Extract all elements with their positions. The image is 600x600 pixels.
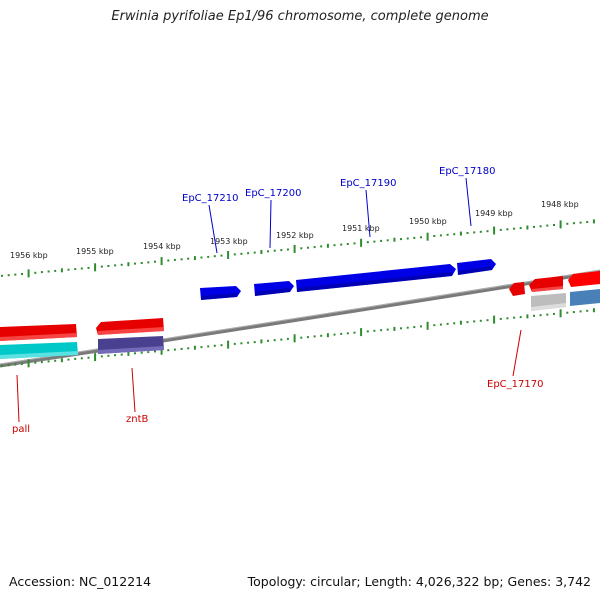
leader-lines	[16, 177, 522, 423]
gene-unlabeled-cyan[interactable]	[0, 342, 78, 359]
gene-EpC_17180[interactable]	[457, 259, 496, 275]
gene-label-pall[interactable]: pall	[12, 424, 30, 435]
gene-unlabeled-red-edge[interactable]	[568, 271, 600, 287]
scale-label: 1949 kbp	[475, 209, 513, 218]
scale-label: 1955 kbp	[76, 247, 114, 256]
gene-label-EpC_17190[interactable]: EpC_17190	[340, 178, 396, 189]
gene-EpC_17170[interactable]	[509, 282, 525, 296]
gene-unlabeled-red[interactable]	[529, 276, 563, 292]
gene-label-EpC_17170[interactable]: EpC_17170	[487, 379, 543, 390]
scale-label: 1951 kbp	[342, 224, 380, 233]
gene-pall[interactable]	[0, 324, 77, 341]
upper-tick-track	[1, 219, 595, 278]
genome-summary-text: Topology: circular; Length: 4,026,322 bp…	[247, 574, 591, 589]
gene-EpC_17200[interactable]	[254, 281, 294, 296]
gene-unlabeled-steelblue[interactable]	[570, 289, 600, 306]
scale-label: 1954 kbp	[143, 242, 181, 251]
gene-label-EpC_17210[interactable]: EpC_17210	[182, 193, 238, 204]
lower-tick-track	[1, 308, 595, 368]
gene-EpC_17190[interactable]	[296, 264, 456, 292]
scale-label: 1952 kbp	[276, 231, 314, 240]
scale-label: 1956 kbp	[10, 251, 48, 260]
map-title: Erwinia pyrifoliae Ep1/96 chromosome, co…	[111, 9, 489, 24]
gene-label-zntB[interactable]: zntB	[126, 414, 149, 425]
scale-label: 1948 kbp	[541, 200, 579, 209]
accession-text: Accession: NC_012214	[9, 574, 152, 589]
gene-unlabeled-purple[interactable]	[98, 336, 164, 354]
scale-label: 1950 kbp	[409, 217, 447, 226]
gene-EpC_17210[interactable]	[200, 286, 241, 300]
gene-unlabeled-gray[interactable]	[531, 293, 566, 311]
gene-label-EpC_17180[interactable]: EpC_17180	[439, 166, 495, 177]
gene-zntB[interactable]	[96, 318, 164, 335]
gene-label-EpC_17200[interactable]: EpC_17200	[245, 188, 301, 199]
scale-label: 1953 kbp	[210, 237, 248, 246]
